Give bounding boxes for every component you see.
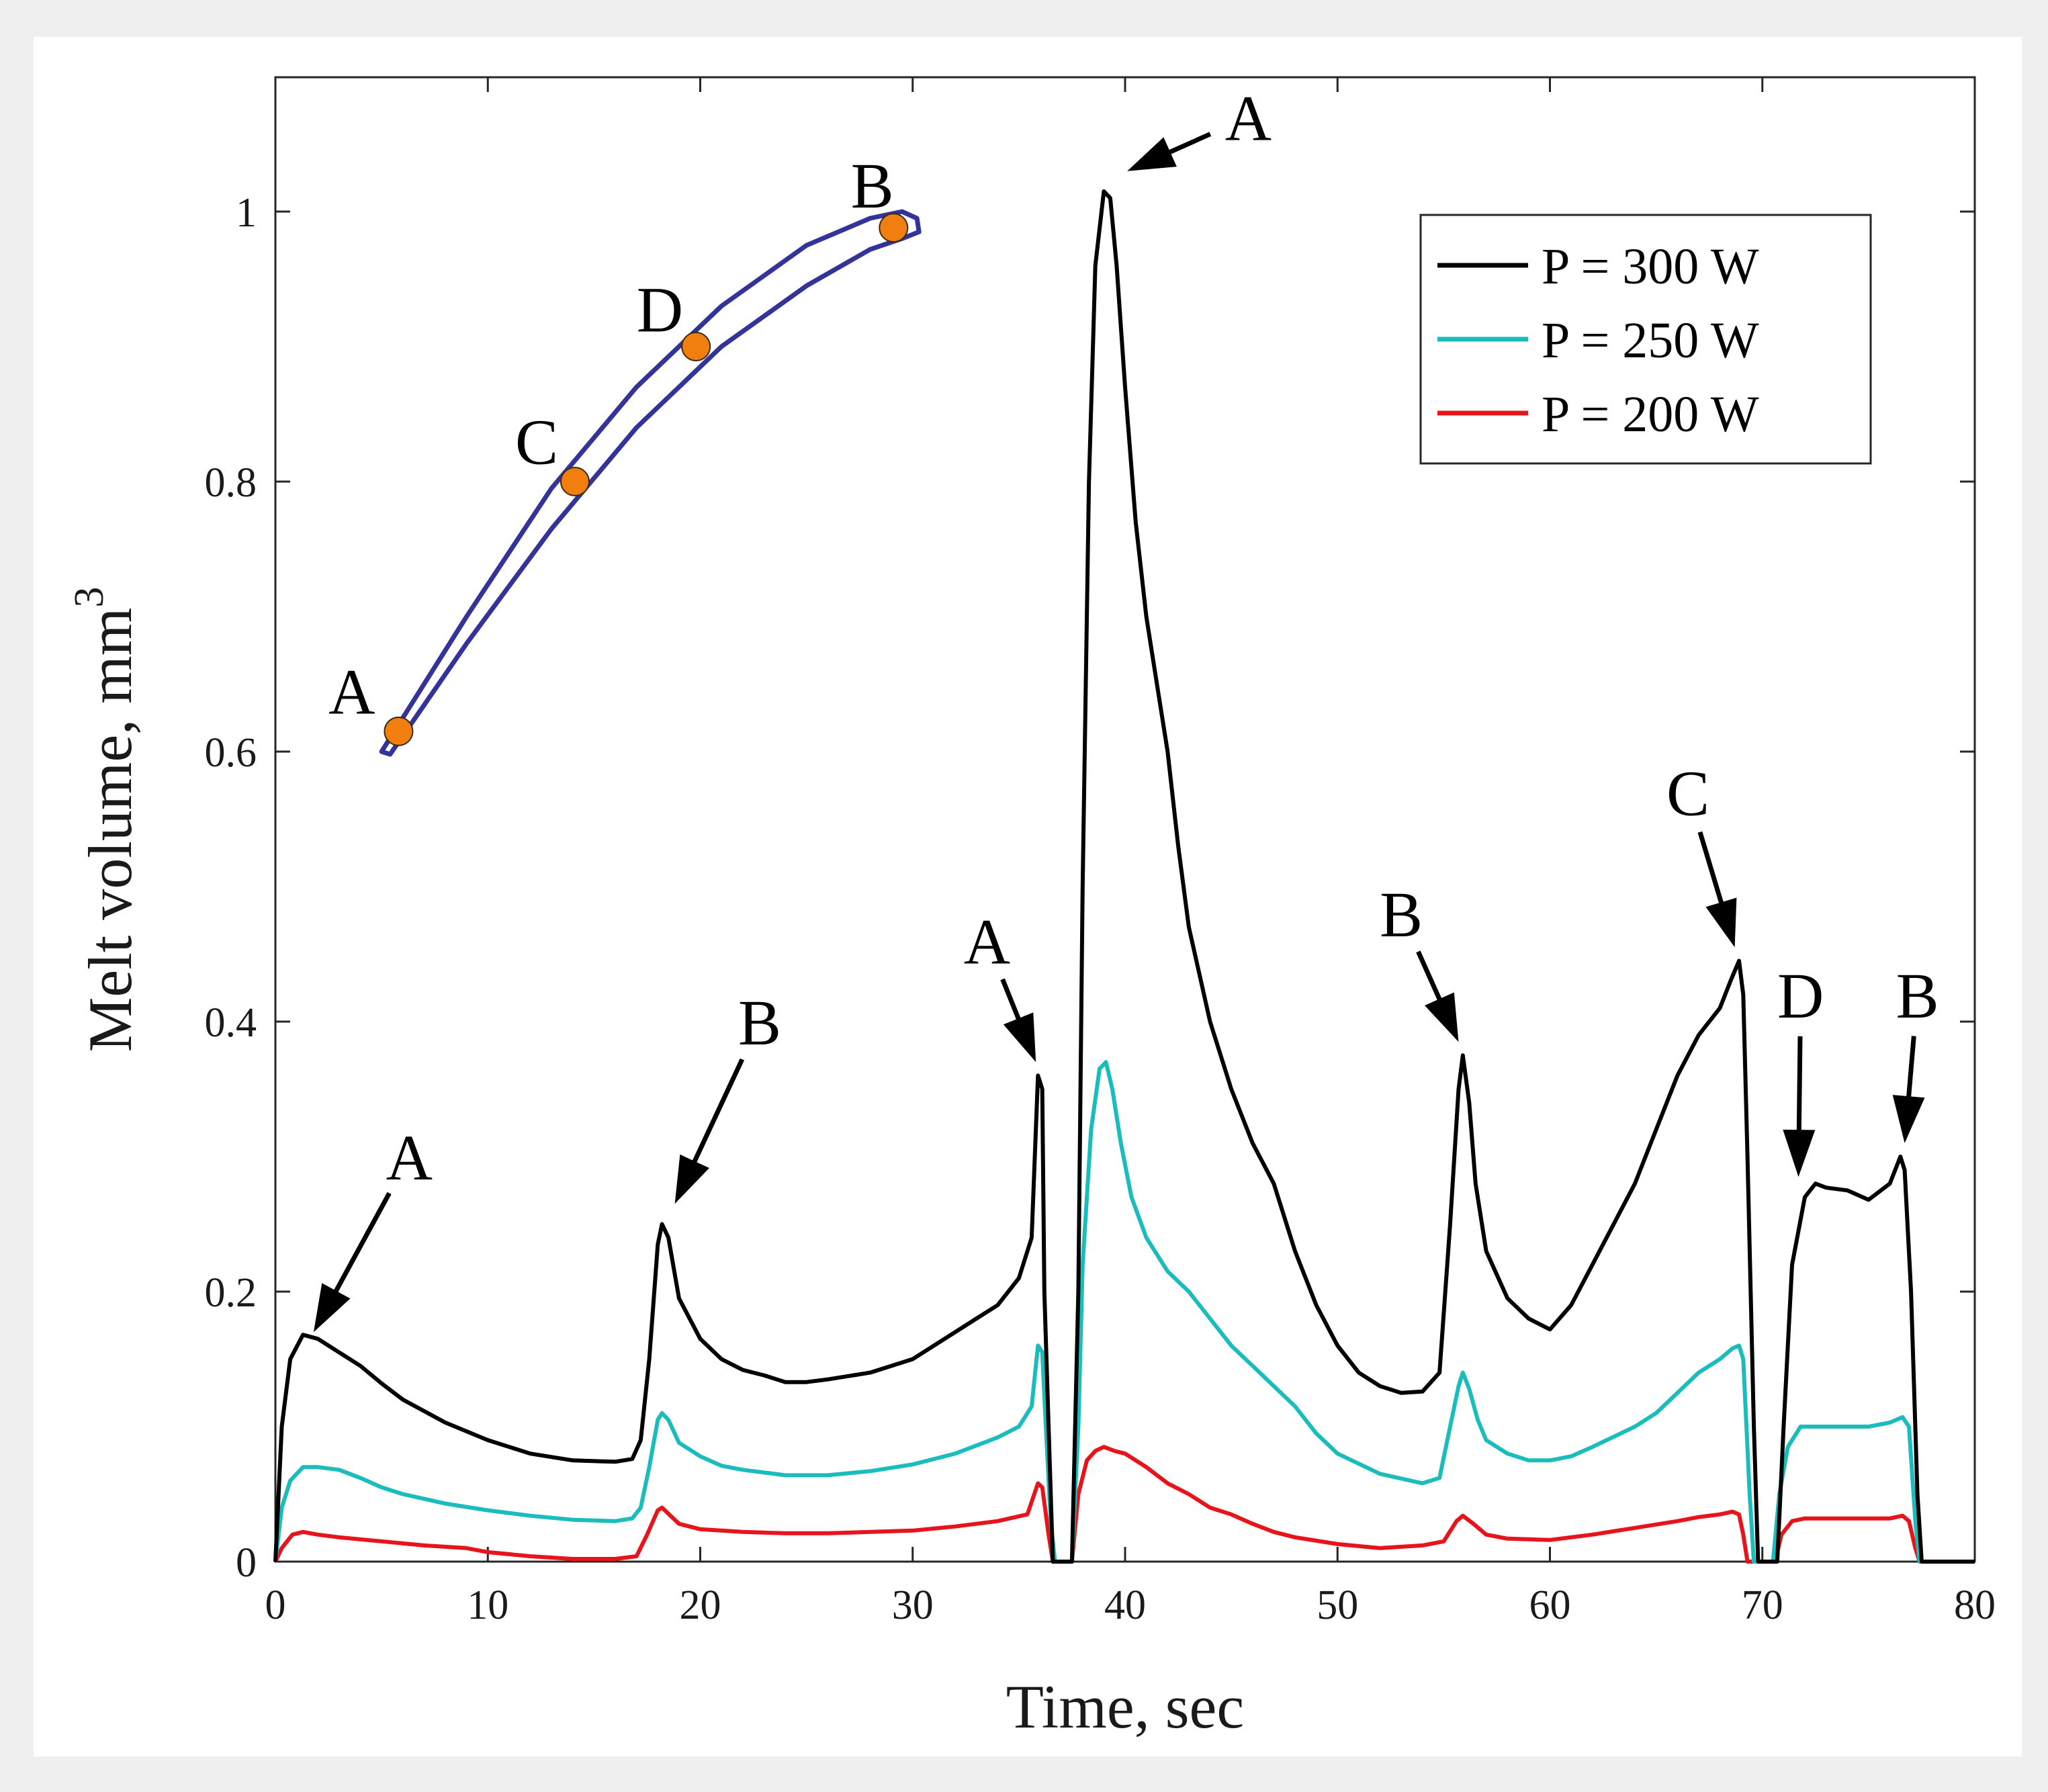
x-tick-label: 60 [1529,1582,1571,1628]
annotation-label-b: B [1380,879,1423,950]
x-tick-label: 0 [265,1582,286,1628]
inset-diagram: A C D B [328,150,922,757]
annotation-label-a: A [1225,82,1272,154]
y-axis-title: Melt volume, mm3 [66,587,144,1052]
x-tick-label: 40 [1104,1582,1146,1628]
annotation-arrow-shaft [1000,978,1024,1026]
annotation-arrow-shaft [1163,132,1212,157]
annotation-label-b: B [1896,960,1939,1032]
legend-label-300w: P = 300 W [1542,238,1759,295]
x-tick-label: 80 [1954,1582,1996,1628]
inset-label-b: B [851,150,894,222]
annotation-arrow-shaft [330,1192,392,1298]
annotation-arrow-shaft [1697,831,1726,910]
x-tick-label: 10 [467,1582,508,1628]
x-tick-label: 30 [892,1582,934,1628]
y-tick-label: 0.8 [205,460,257,506]
annotation-arrowhead [1127,137,1177,171]
legend-label-250w: P = 250 W [1542,312,1759,369]
inset-outline [379,209,922,757]
inset-label-d: D [637,274,683,346]
annotation-arrowhead [674,1154,709,1204]
x-axis-title: Time, sec [1006,1672,1244,1741]
x-tick-label: 20 [680,1582,721,1628]
annotation-label-d: D [1777,960,1824,1032]
annotation-arrow-shaft [689,1058,745,1169]
series-line-300w [273,189,1975,1564]
series-line-250w [273,1060,1975,1564]
annotation-label-c: C [1666,757,1709,829]
y-tick-label: 0.6 [205,730,257,776]
y-axis-title-text: Melt volume, mm [76,608,144,1052]
series-line-200w [273,1445,1975,1564]
annotation-arrowhead [1425,992,1459,1042]
annotation-arrowhead [313,1283,351,1333]
annotation-arrow-shaft [1796,1036,1803,1137]
inset-label-c: C [515,406,558,478]
annotation-arrow-shaft [1416,950,1445,1006]
annotation-label-b: B [738,987,781,1059]
y-tick-label: 0 [236,1540,257,1586]
annotation-label-a: A [964,905,1010,977]
inset-label-a: A [328,656,375,728]
axis-ticks: 0 10 20 30 40 50 60 70 80 0 0.2 0.4 0.6 0.8 1 [205,77,1996,1628]
y-axis-title-superscript: 3 [66,587,112,608]
x-tick-label: 70 [1742,1582,1783,1628]
inset-point-d [681,332,711,361]
series-layer [273,189,1975,1564]
inset-point-b [879,213,909,243]
annotation-arrowhead [1705,897,1737,948]
inset-point-c [560,467,590,496]
legend: P = 300 W P = 250 W P = 200 W [1419,214,1872,465]
annotation-arrowhead [1003,1012,1036,1063]
x-tick-label: 50 [1317,1582,1358,1628]
y-tick-label: 0.2 [205,1270,257,1316]
y-tick-label: 1 [236,190,257,236]
annotation-arrow-shaft [1906,1036,1916,1104]
legend-label-200w: P = 200 W [1542,386,1759,443]
annotation-arrowhead [1783,1129,1816,1177]
y-tick-label: 0.4 [205,1000,257,1046]
annotation-label-a: A [386,1122,433,1194]
inset-point-a [384,716,414,746]
annotation-arrowhead [1892,1095,1925,1143]
